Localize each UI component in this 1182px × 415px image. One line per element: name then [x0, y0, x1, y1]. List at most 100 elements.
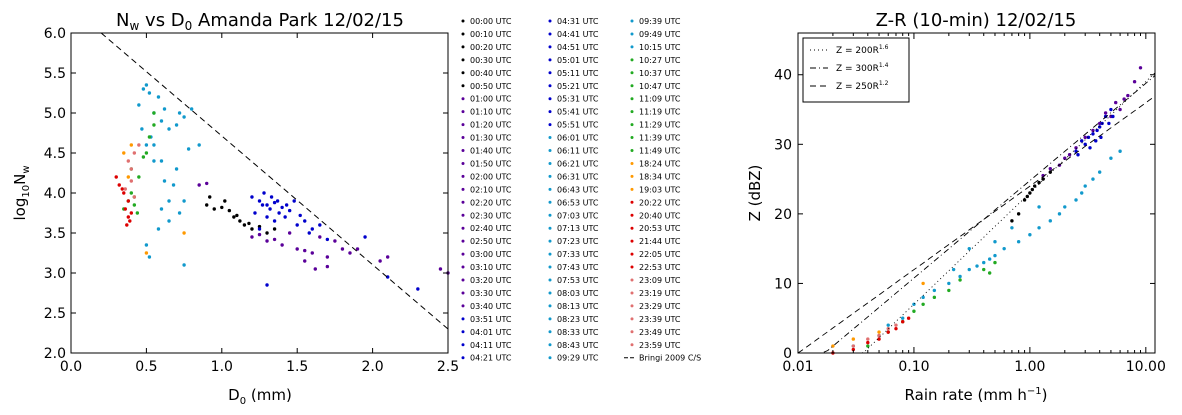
z-r-legend-label: Z = 200R1.6: [836, 44, 889, 56]
nw-d0-point: [247, 221, 251, 226]
time-legend-entry: 23:09 UTC: [630, 276, 681, 285]
legend-label: 07:13 UTC: [557, 224, 599, 233]
nw-d0-point: [123, 207, 127, 211]
z-r-point: [967, 267, 971, 272]
legend-marker: [461, 174, 465, 178]
legend-marker: [548, 149, 552, 152]
legend-marker: [548, 304, 552, 308]
z-r-point: [932, 295, 937, 300]
time-legend-entry: 09:29 UTC: [548, 354, 599, 363]
time-legend-entry: 06:31 UTC: [548, 172, 599, 181]
z-r-point: [886, 330, 890, 334]
nw-d0-point: [303, 248, 307, 253]
nw-d0-point: [355, 247, 360, 251]
legend-marker: [548, 252, 552, 256]
z-r-point: [1097, 121, 1102, 126]
nw-d0-point: [325, 255, 330, 259]
nw-d0-point: [265, 215, 269, 219]
nw-d0-point: [137, 143, 141, 147]
z-r-point: [1094, 139, 1098, 143]
legend-marker: [548, 123, 552, 127]
time-legend-entry: 00:20 UTC: [461, 43, 512, 52]
z-r-point: [877, 337, 881, 341]
time-legend-entry: 05:41 UTC: [548, 108, 599, 117]
nw-d0-point: [156, 95, 161, 99]
legend-marker: [630, 304, 634, 308]
z-r-point: [975, 264, 979, 268]
legend-label: 06:53 UTC: [557, 198, 599, 207]
z-r-legend-box: [802, 37, 910, 103]
time-legend-entry: 03:51 UTC: [461, 315, 512, 324]
legend-label: 06:21 UTC: [557, 159, 599, 168]
nw-d0-point: [303, 259, 307, 263]
z-r-point: [912, 302, 916, 307]
legend-label: 02:00 UTC: [470, 172, 512, 181]
nw-d0-point: [208, 195, 212, 199]
nw-d0-point: [171, 183, 176, 187]
time-legend-entry: 06:43 UTC: [548, 185, 599, 194]
nw-d0-point: [269, 195, 274, 199]
time-legend-entry: 08:33 UTC: [548, 328, 599, 337]
z-r-point: [1076, 153, 1080, 157]
z-r-point: [1109, 156, 1113, 160]
nw-d0-point: [212, 207, 216, 211]
nw-d0-point: [126, 175, 131, 179]
legend-label: 08:13 UTC: [557, 302, 599, 311]
y-tick-label: 2.5: [44, 306, 66, 322]
nw-d0-point: [416, 287, 420, 291]
legend-label: 04:31 UTC: [557, 17, 599, 26]
time-legend-entry: 18:34 UTC: [630, 172, 681, 181]
z-r-point: [993, 239, 997, 244]
nw-d0-point: [272, 219, 277, 223]
y-tick-label: 3.0: [44, 266, 66, 282]
z-r-point: [1114, 100, 1118, 105]
time-legend-entry: 01:20 UTC: [461, 121, 512, 130]
z-r-point: [1111, 114, 1115, 119]
z-r-point: [1037, 205, 1041, 209]
legend-marker: [461, 304, 465, 308]
z-r-point: [1118, 107, 1122, 112]
legend-marker: [630, 84, 634, 88]
legend-label: 09:29 UTC: [557, 354, 599, 363]
nw-d0-point: [144, 151, 149, 155]
x-tick-label: 10.00: [1126, 359, 1166, 375]
y-tick-label: 0: [783, 346, 792, 362]
z-r-point: [1126, 93, 1130, 98]
z-r-point: [993, 253, 997, 258]
time-legend-entry: 11:39 UTC: [630, 134, 681, 143]
legend-marker: [630, 343, 634, 347]
z-r-point: [866, 340, 870, 345]
legend-label: 05:41 UTC: [557, 108, 599, 117]
z-r-data-points: [831, 66, 1143, 355]
z-r-point: [987, 257, 992, 261]
nw-d0-point: [280, 205, 284, 210]
time-legend-entry: 05:51 UTC: [548, 121, 599, 130]
time-legend-entry: 07:13 UTC: [548, 224, 599, 233]
legend-label: 02:10 UTC: [470, 185, 512, 194]
nw-d0-point: [318, 223, 322, 227]
legend-marker: [461, 45, 465, 49]
nw-d0-point: [137, 175, 141, 179]
legend-label: 07:03 UTC: [557, 211, 599, 220]
nw-d0-point: [272, 237, 277, 242]
legend-label: 20:53 UTC: [639, 224, 681, 233]
z-r-point: [1048, 219, 1052, 223]
nw-d0-point: [257, 199, 262, 203]
time-legend-entry: 04:01 UTC: [461, 328, 512, 337]
z-r-point: [1022, 198, 1027, 202]
nw-d0-point: [265, 283, 269, 287]
time-legend-entry: Bringi 2009 C/S: [624, 354, 701, 363]
legend-marker: [630, 317, 634, 321]
nw-d0-point: [268, 207, 272, 211]
x-tick-label: 0.10: [898, 359, 929, 375]
z-r-point: [1095, 128, 1099, 133]
legend-marker: [630, 136, 634, 140]
legend-marker: [461, 213, 465, 217]
legend-label: 07:33 UTC: [557, 250, 599, 259]
time-legend-entry: 06:11 UTC: [548, 147, 599, 156]
nw-d0-point: [132, 203, 137, 207]
nw-d0-y-ticks: 2.0 2.5 3.0 3.5 4.0 4.5 5.0 5.5 6.0: [44, 26, 448, 362]
legend-label: 07:43 UTC: [557, 263, 599, 272]
legend-marker: [461, 187, 465, 191]
time-legend-entry: 02:20 UTC: [461, 198, 512, 207]
